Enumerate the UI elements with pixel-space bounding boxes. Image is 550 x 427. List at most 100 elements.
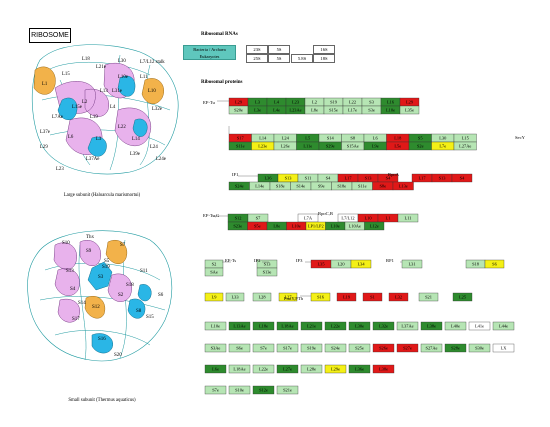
protein-l14e[interactable]: L14e [249, 181, 271, 191]
protein-s19[interactable]: S19 [323, 97, 344, 107]
protein-s14[interactable]: S14 [318, 133, 342, 143]
protein-s2[interactable]: S2 [204, 259, 224, 269]
protein-s7e[interactable]: S7e [252, 343, 275, 353]
protein-l5[interactable]: L5 [296, 133, 320, 143]
protein-l7a[interactable]: L7A [297, 213, 319, 223]
protein-l35e[interactable]: L35e [399, 105, 420, 115]
protein-l13e[interactable]: L13e [392, 181, 414, 191]
protein-l5e[interactable]: L5e [386, 141, 410, 151]
protein-l23[interactable]: L23 [285, 97, 306, 107]
protein-l10e[interactable]: L10e [286, 221, 307, 231]
protein-l18ae[interactable]: L18Ae [276, 321, 299, 331]
protein-l3[interactable]: L3 [247, 97, 268, 107]
protein-s19e[interactable]: S19e [300, 343, 323, 353]
protein-s13e[interactable]: S13e [256, 267, 278, 277]
protein-l22e[interactable]: L22e [252, 364, 275, 374]
protein-s6[interactable]: S6 [484, 259, 505, 269]
protein-l38e[interactable]: L38e [372, 364, 395, 374]
protein-l29[interactable]: L29 [228, 97, 249, 107]
protein-l23e[interactable]: L23e [251, 141, 275, 151]
protein-l10[interactable]: L10 [357, 213, 379, 223]
protein-l20[interactable]: L20 [330, 259, 352, 269]
protein-s8[interactable]: S8 [341, 133, 365, 143]
protein-s13[interactable]: S13 [357, 173, 379, 183]
protein-s20e[interactable]: S20e [228, 105, 249, 115]
rrna-16s[interactable]: 16S [313, 45, 335, 54]
protein-s3e[interactable]: S3e [361, 105, 382, 115]
protein-s30e[interactable]: S30e [468, 343, 491, 353]
protein-l9[interactable]: L9 [204, 292, 224, 302]
protein-s4[interactable]: S4 [451, 173, 473, 183]
protein-l24[interactable]: L24 [273, 133, 297, 143]
protein-s14e[interactable]: S14e [290, 181, 312, 191]
protein-l17[interactable]: L17 [411, 173, 433, 183]
protein-s21e[interactable]: S21e [276, 385, 299, 395]
protein-l16[interactable]: L16 [380, 97, 401, 107]
protein-s15ae[interactable]: S15Ae [341, 141, 365, 151]
protein-l13ae[interactable]: L13Ae [228, 321, 251, 331]
protein-l3e[interactable]: L3e [247, 105, 268, 115]
protein-l29e[interactable]: L29e [324, 364, 347, 374]
protein-s23e[interactable]: S23e [227, 221, 248, 231]
protein-l22[interactable]: L22 [342, 97, 363, 107]
rrna-25s[interactable]: 25S [246, 54, 268, 63]
protein-l25[interactable]: L25 [452, 292, 473, 302]
protein-l36e[interactable]: L36e [348, 364, 371, 374]
protein-s3ae[interactable]: S3Ae [204, 343, 227, 353]
protein-l27ae[interactable]: L27Ae [453, 141, 477, 151]
protein-s7[interactable]: S7 [247, 213, 269, 223]
protein-l7-l12[interactable]: L7/L12 [337, 213, 359, 223]
protein-s8e[interactable]: S8e [372, 181, 394, 191]
protein-l40e[interactable]: L40e [444, 321, 467, 331]
protein-l10e[interactable]: L10e [204, 321, 227, 331]
protein-s27ae[interactable]: S27Ae [420, 343, 443, 353]
protein-s11e[interactable]: S11e [228, 141, 252, 151]
protein-l15[interactable]: L15 [453, 133, 477, 143]
protein-l21e[interactable]: L21e [300, 321, 323, 331]
protein-s18e[interactable]: S18e [269, 181, 291, 191]
protein-l22e[interactable]: L22e [324, 321, 347, 331]
protein-l4e[interactable]: L4e [266, 105, 287, 115]
protein-l18ae[interactable]: L18Ae [228, 364, 251, 374]
protein-l10e[interactable]: L10e [325, 221, 346, 231]
protein-s24e[interactable]: S24e [228, 181, 250, 191]
rrna-18s[interactable]: 18S [313, 54, 335, 63]
protein-l36[interactable]: L36 [257, 173, 279, 183]
protein-l44e[interactable]: L44e [492, 321, 515, 331]
protein-s10e[interactable]: S10e [228, 385, 251, 395]
protein-lx[interactable]: LX [492, 343, 515, 353]
protein-s3[interactable]: S3 [361, 97, 382, 107]
protein-s4[interactable]: S4 [317, 173, 339, 183]
rrna-5s[interactable]: 5S [268, 45, 290, 54]
protein-l37ae[interactable]: L37Ae [396, 321, 419, 331]
protein-s28e[interactable]: S28e [444, 343, 467, 353]
protein-l10e[interactable]: L10e [380, 105, 401, 115]
protein-l32e[interactable]: L32e [372, 321, 395, 331]
rrna-5s-euk[interactable]: 5S [268, 54, 290, 63]
protein-s1[interactable]: S1 [362, 292, 383, 302]
protein-l10ae[interactable]: L10Ae [344, 221, 365, 231]
protein-l6e[interactable]: L6e [204, 364, 227, 374]
protein-l11[interactable]: L11 [397, 213, 419, 223]
rrna-23s[interactable]: 23S [246, 45, 268, 54]
protein-s29e[interactable]: S29e [318, 141, 342, 151]
protein-s21[interactable]: S21 [418, 292, 439, 302]
protein-s27e[interactable]: S27e [396, 343, 419, 353]
protein-s13[interactable]: S13 [431, 173, 453, 183]
protein-s7e[interactable]: S7e [204, 385, 227, 395]
protein-l30e[interactable]: L30e [348, 321, 371, 331]
protein-s17[interactable]: S17 [228, 133, 252, 143]
protein-l23ae[interactable]: L23Ae [285, 105, 306, 115]
protein-l7e[interactable]: L7e [431, 141, 455, 151]
protein-l30[interactable]: L30 [431, 133, 455, 143]
protein-l41e[interactable]: L41e [468, 321, 491, 331]
protein-lp1-lp2[interactable]: LP1/LP2 [305, 221, 326, 231]
protein-l9e[interactable]: L9e [363, 141, 387, 151]
protein-l18[interactable]: L18 [386, 133, 410, 143]
protein-l26e[interactable]: L26e [273, 141, 297, 151]
protein-l27e[interactable]: L27e [276, 364, 299, 374]
protein-sae[interactable]: SAe [204, 267, 224, 277]
rrna-5-8s[interactable]: 5.8S [291, 54, 313, 63]
protein-l8e[interactable]: L8e [304, 105, 325, 115]
protein-l34[interactable]: L34 [350, 259, 372, 269]
